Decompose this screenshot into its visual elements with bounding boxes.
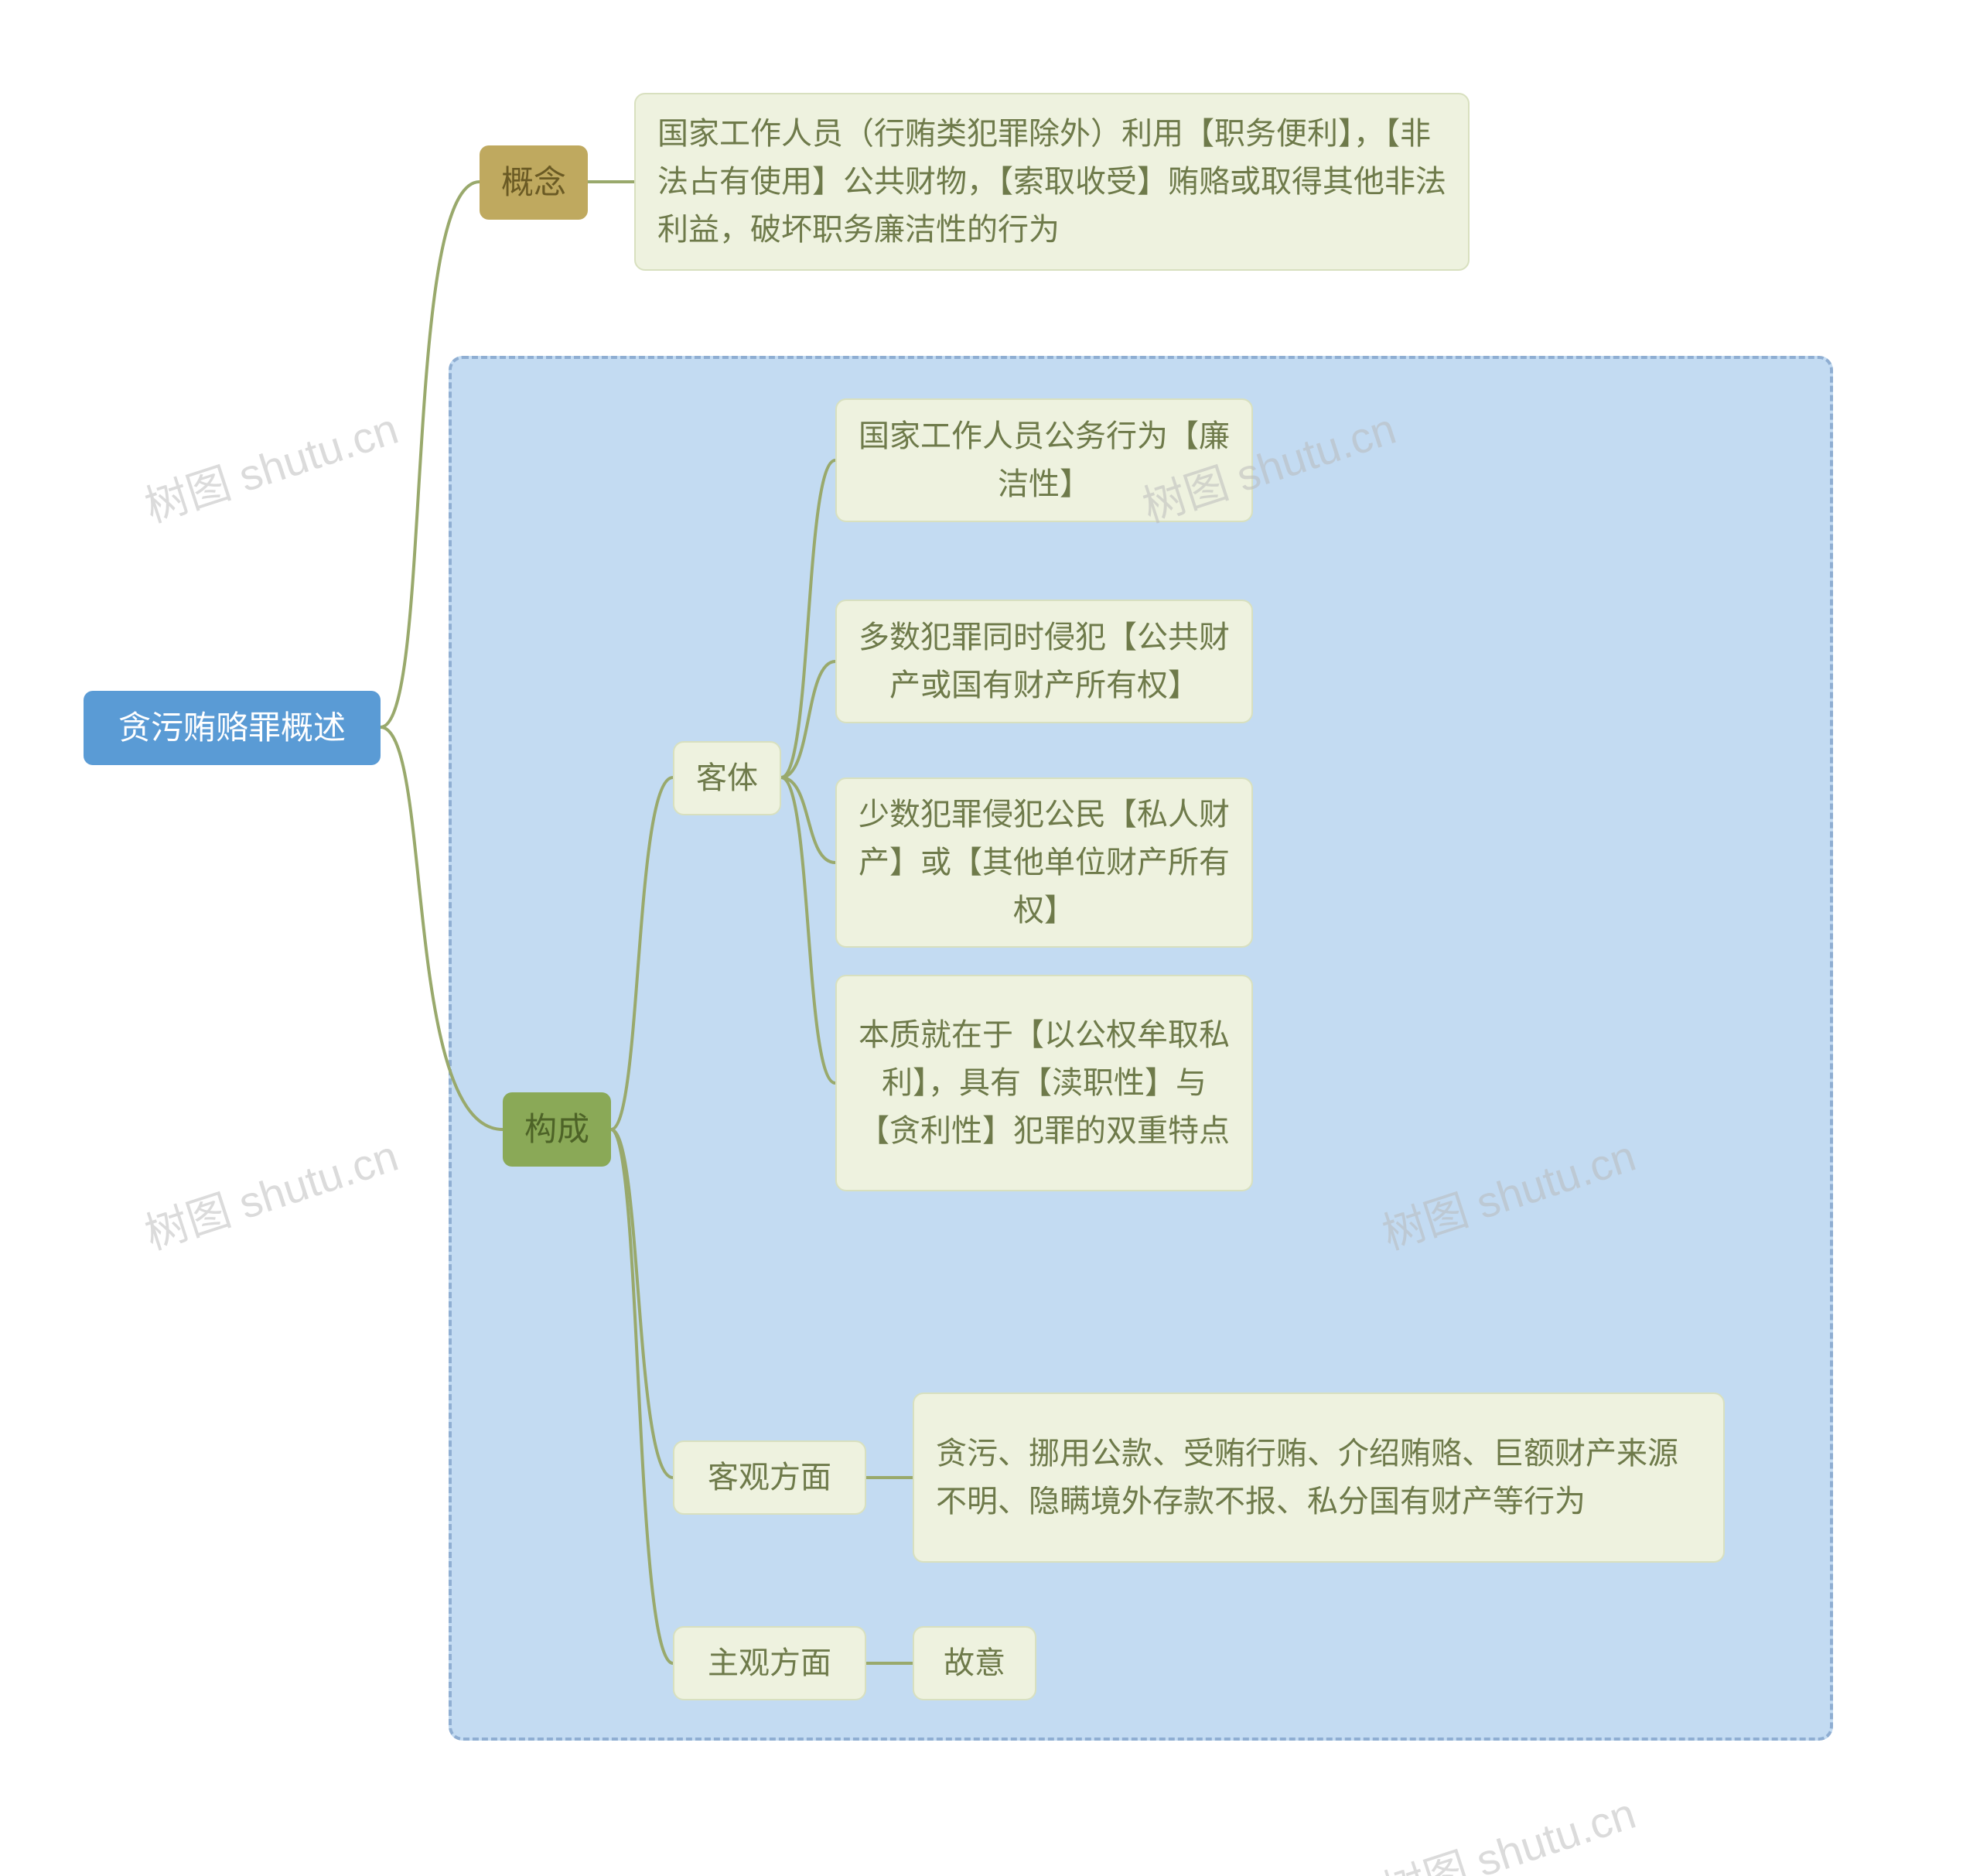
root-label: 贪污贿赂罪概述 [118, 702, 346, 753]
object-label: 客体 [696, 754, 758, 802]
object-item-0: 国家工作人员公务行为【廉洁性】 [835, 398, 1253, 522]
concept-label: 概念 [501, 157, 566, 207]
watermark-5: 树图 shutu.cn [1374, 1779, 1643, 1876]
root-node[interactable]: 贪污贿赂罪概述 [84, 691, 381, 765]
object-node[interactable]: 客体 [673, 741, 781, 815]
object-item-1-text: 多数犯罪同时侵犯【公共财产或国有财产所有权】 [859, 613, 1230, 709]
subjective-label: 主观方面 [708, 1639, 831, 1687]
watermark-3: 树图 shutu.cn [136, 1122, 405, 1263]
subjective-desc-text: 故意 [944, 1639, 1005, 1687]
concept-desc-text: 国家工作人员（行贿类犯罪除外）利用【职务便利】，【非法占有使用】公共财物，【索取… [657, 110, 1446, 254]
object-item-2-text: 少数犯罪侵犯公民【私人财产】或【其他单位财产所有权】 [859, 791, 1230, 935]
compose-label: 构成 [524, 1104, 589, 1154]
object-item-3-text: 本质就在于【以公权牟取私利】，具有【渎职性】与【贪利性】犯罪的双重特点 [859, 1011, 1230, 1155]
subjective-desc-node: 故意 [913, 1626, 1036, 1700]
object-item-0-text: 国家工作人员公务行为【廉洁性】 [859, 412, 1230, 508]
concept-desc-node: 国家工作人员（行贿类犯罪除外）利用【职务便利】，【非法占有使用】公共财物，【索取… [634, 93, 1470, 271]
concept-node[interactable]: 概念 [480, 145, 588, 220]
object-item-2: 少数犯罪侵犯公民【私人财产】或【其他单位财产所有权】 [835, 777, 1253, 948]
objective-desc-text: 贪污、挪用公款、受贿行贿、介绍贿赂、巨额财产来源不明、隐瞒境外存款不报、私分国有… [936, 1430, 1702, 1526]
objective-node[interactable]: 客观方面 [673, 1440, 866, 1515]
object-item-1: 多数犯罪同时侵犯【公共财产或国有财产所有权】 [835, 600, 1253, 723]
watermark-1: 树图 shutu.cn [136, 395, 405, 535]
objective-label: 客观方面 [708, 1454, 831, 1502]
subjective-node[interactable]: 主观方面 [673, 1626, 866, 1700]
compose-node[interactable]: 构成 [503, 1092, 611, 1167]
objective-desc-node: 贪污、挪用公款、受贿行贿、介绍贿赂、巨额财产来源不明、隐瞒境外存款不报、私分国有… [913, 1392, 1725, 1563]
object-item-3: 本质就在于【以公权牟取私利】，具有【渎职性】与【贪利性】犯罪的双重特点 [835, 975, 1253, 1191]
